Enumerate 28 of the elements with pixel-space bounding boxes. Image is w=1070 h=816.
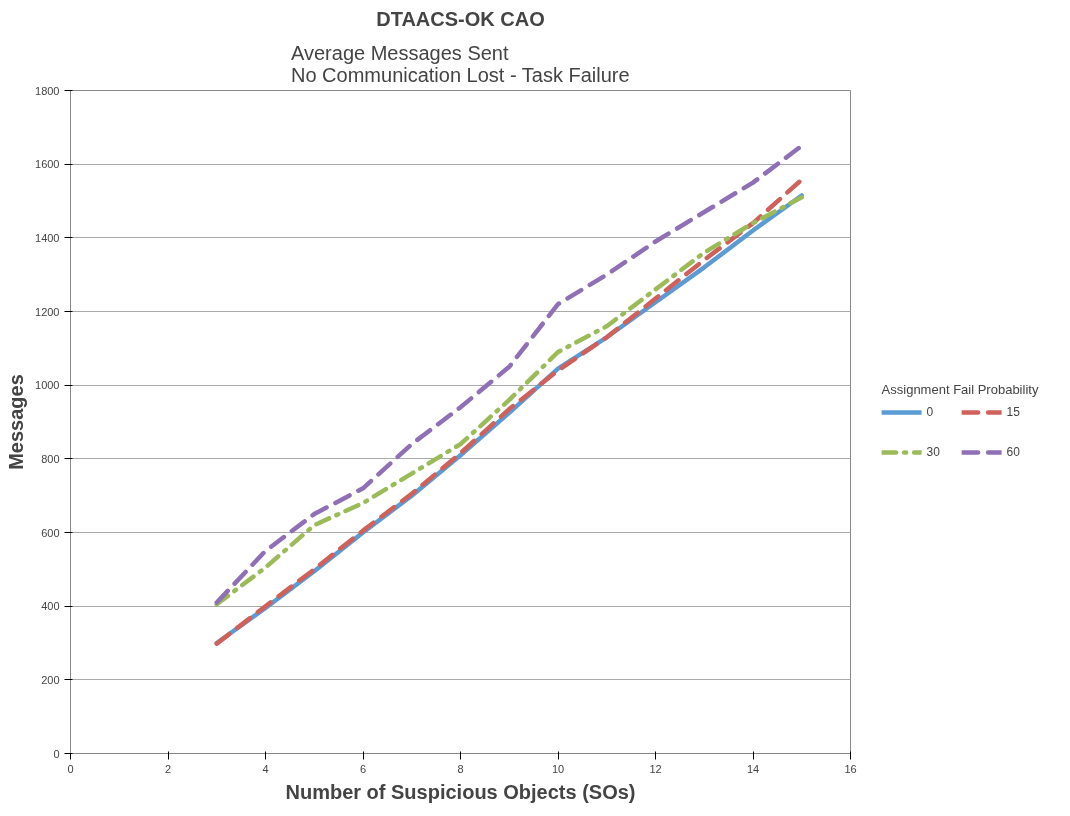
y-tick-label: 1400 [35, 231, 60, 244]
x-tick-label: 2 [164, 762, 172, 775]
legend-label: 60 [1006, 444, 1021, 459]
x-tick-label: 10 [551, 762, 565, 775]
x-tick-label: 4 [262, 762, 269, 775]
y-tick-label: 400 [41, 600, 60, 613]
y-tick-label: 1800 [35, 84, 60, 97]
legend-title: Assignment Fail Probability [881, 381, 1039, 397]
x-tick-label: 12 [649, 762, 662, 775]
chart-subtitle: Average Messages Sent No Communication Lost - Task Failure [290, 41, 630, 86]
chart-title: DTAACS-OK CAO [376, 7, 545, 30]
x-tick-label: 0 [67, 762, 74, 775]
x-tick-label: 16 [844, 762, 857, 775]
y-tick-label: 1600 [35, 158, 60, 171]
y-tick-label: 0 [53, 747, 60, 760]
x-tick-label: 8 [457, 762, 464, 775]
y-axis-title: Messages [5, 374, 28, 470]
x-tick-label: 6 [359, 762, 367, 775]
x-axis-title: Number of Suspicious Objects (SOs) [285, 780, 636, 803]
legend-label: 30 [926, 444, 941, 459]
x-tick-label: 14 [746, 762, 760, 775]
y-tick-label: 1200 [35, 305, 60, 318]
y-tick-label: 1000 [35, 379, 60, 392]
y-tick-label: 200 [41, 673, 60, 686]
y-tick-label: 600 [41, 526, 60, 539]
y-tick-label: 800 [41, 452, 60, 465]
legend-label: 15 [1006, 404, 1021, 419]
legend-label: 0 [926, 404, 935, 419]
